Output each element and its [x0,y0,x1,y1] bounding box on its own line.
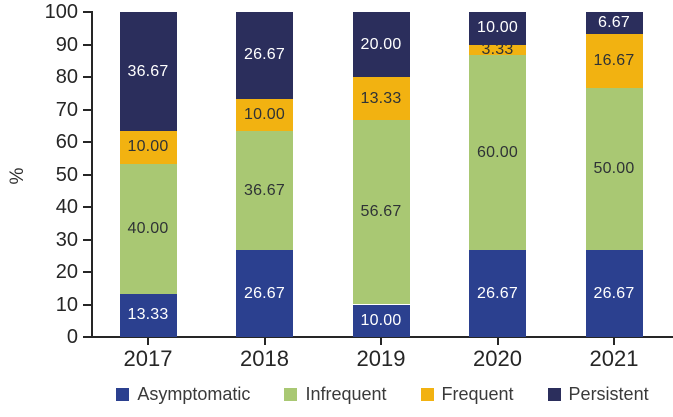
value-label: 36.67 [127,62,169,80]
value-label: 10.00 [127,138,169,156]
value-label: 26.67 [243,46,286,64]
x-tick-label: 2021 [589,346,639,371]
y-tick-label: 0 [66,326,78,348]
legend-item: Asymptomatic [116,384,250,405]
x-tick-mark [496,338,499,345]
y-tick-mark [83,336,92,338]
value-label: 60.00 [476,143,519,161]
legend-swatch-icon [547,388,561,401]
legend-swatch-icon [420,388,434,401]
y-tick-mark [83,238,92,241]
legend-item: Frequent [420,384,514,405]
y-axis-title: % [7,167,28,185]
bar-segment: 10.00 [469,12,526,45]
legend-item: Infrequent [284,384,387,405]
y-tick-mark [83,76,92,78]
bar-segment: 3.33 [469,41,526,58]
bar-segment: 26.67 [236,11,293,99]
x-tick-label: 2019 [356,346,406,371]
y-tick-label: 30 [55,228,78,251]
value-label: 56.67 [360,203,402,221]
x-tick-mark [147,338,149,345]
value-label: 6.67 [598,13,630,31]
value-label: 26.67 [243,284,286,302]
bar-segment: 20.00 [352,12,410,77]
y-tick-mark [83,271,92,273]
bar-segment: 40.00 [119,163,177,294]
value-label: 13.33 [127,306,169,324]
x-tick-mark [380,338,382,345]
bar-segment: 60.00 [469,55,526,251]
y-tick-label: 60 [55,131,78,153]
y-tick-label: 100 [44,1,78,23]
legend-label: Infrequent [305,384,387,404]
legend: Asymptomatic Infrequent Frequent Persistent [92,384,673,405]
x-tick-label: 2017 [123,346,173,371]
x-tick-mark [263,338,266,345]
y-tick-mark [83,141,92,143]
x-axis-line [83,336,673,338]
bar-segment: 50.00 [585,87,643,251]
value-label: 3.33 [481,40,514,58]
value-label: 10.00 [360,311,402,329]
y-tick-mark [83,206,92,208]
value-label: 13.33 [360,89,402,107]
value-label: 20.00 [360,35,402,53]
value-label: 50.00 [593,160,635,178]
value-label: 26.67 [476,284,519,302]
bar-segment: 16.67 [585,33,643,88]
x-tick-label: 2020 [473,346,522,371]
y-axis-line [91,11,93,338]
value-label: 36.67 [243,181,286,199]
legend-item: Persistent [547,384,649,405]
y-tick-mark [83,43,92,46]
y-tick-label: 80 [55,66,78,88]
bar-segment: 26.67 [585,250,643,337]
value-label: 10.00 [476,19,519,37]
y-tick-mark [83,303,92,306]
y-tick-label: 10 [55,293,78,316]
legend-label: Frequent [441,384,514,404]
bar-segment: 36.67 [119,12,177,132]
value-label: 26.67 [593,284,635,302]
y-tick-label: 50 [55,163,78,186]
value-label: 40.00 [127,219,169,237]
bar-segment: 26.67 [469,250,526,337]
bar-segment: 13.33 [352,77,410,121]
legend-swatch-icon [284,388,298,401]
bar-segment: 13.33 [119,293,177,337]
y-tick-label: 70 [55,98,78,121]
legend-label: Persistent [568,384,649,404]
x-tick-mark [613,338,615,345]
value-label: 16.67 [593,51,635,69]
bar-segment: 10.00 [352,304,410,337]
value-label: 10.00 [243,105,286,123]
bar-segment: 10.00 [119,131,177,164]
y-tick-label: 20 [55,261,78,283]
y-tick-label: 40 [55,196,78,218]
y-tick-mark [83,173,92,176]
bar-segment: 56.67 [352,120,410,305]
bar-segment: 26.67 [236,250,293,337]
x-tick-label: 2018 [240,346,289,371]
bar-segment: 6.67 [585,11,643,34]
bar-segment: 10.00 [236,98,293,132]
y-tick-mark [83,108,92,111]
legend-label: Asymptomatic [137,384,251,404]
y-tick-label: 90 [55,33,78,56]
y-tick-mark [83,11,92,13]
bar-segment: 36.67 [236,131,293,251]
legend-swatch-icon [116,388,130,401]
